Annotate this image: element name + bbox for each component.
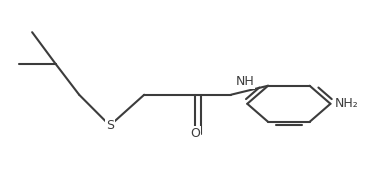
Text: S: S xyxy=(106,119,114,132)
Text: NH: NH xyxy=(236,75,254,88)
Text: NH₂: NH₂ xyxy=(335,97,359,110)
Text: O: O xyxy=(190,127,200,140)
